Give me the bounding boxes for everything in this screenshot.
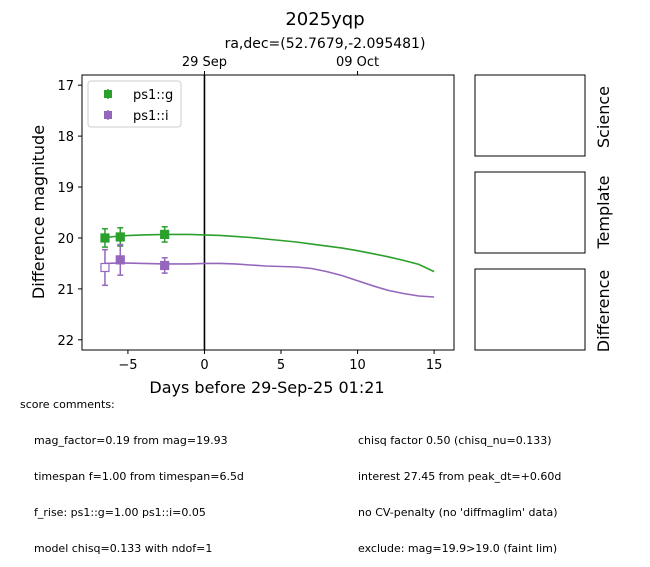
data-point xyxy=(115,232,125,242)
chart-title: 2025yqp xyxy=(285,9,364,30)
legend-marker xyxy=(104,90,112,98)
data-point xyxy=(100,233,110,243)
data-points xyxy=(100,226,170,287)
score-comment-line: interest 27.45 from peak_dt=+0.60d xyxy=(358,470,562,483)
top-date-axis: 29 Sep 09 Oct xyxy=(182,55,379,75)
data-point xyxy=(115,255,125,265)
score-comment-line: model chisq=0.133 with ndof=1 xyxy=(34,542,213,555)
x-tick-label: 5 xyxy=(277,358,285,373)
chart-subtitle: ra,dec=(52.7679,-2.095481) xyxy=(225,36,426,52)
y-tick-label: 19 xyxy=(57,181,74,196)
score-comments-left: mag_factor=0.19 from mag=19.93 timespan … xyxy=(34,411,244,567)
template-panel xyxy=(474,171,586,254)
legend-label: ps1::i xyxy=(133,109,169,124)
score-comment-line: timespan f=1.00 from timespan=6.5d xyxy=(34,470,244,483)
top-tick-label: 09 Oct xyxy=(336,55,379,70)
data-point xyxy=(160,229,170,239)
y-tick-label: 20 xyxy=(57,232,74,247)
top-tick-label: 29 Sep xyxy=(182,55,227,70)
plot-frame xyxy=(81,74,455,351)
model-curve xyxy=(104,233,435,273)
x-tick-label: −5 xyxy=(118,358,137,373)
score-comment-line: exclude: mag=19.9>19.0 (faint lim) xyxy=(358,542,558,555)
science-panel xyxy=(474,74,586,157)
model-curves xyxy=(104,233,435,298)
data-point xyxy=(160,260,170,271)
score-comments-heading: score comments: xyxy=(20,398,115,411)
x-axis-label: Days before 29-Sep-25 01:21 xyxy=(149,378,384,397)
x-axis: −5 0 5 10 15 xyxy=(118,350,442,373)
score-comment-line: no CV-penalty (no 'diffmaglim' data) xyxy=(358,506,558,519)
x-tick-label: 0 xyxy=(200,358,208,373)
score-comment-line: chisq factor 0.50 (chisq_nu=0.133) xyxy=(358,434,552,447)
model-curve xyxy=(104,262,435,298)
y-tick-label: 17 xyxy=(57,79,74,94)
y-axis-label: Difference magnitude xyxy=(29,125,48,299)
score-comment-line: mag_factor=0.19 from mag=19.93 xyxy=(34,434,228,447)
template-panel-label: Template xyxy=(594,175,613,249)
y-tick-label: 21 xyxy=(57,283,74,298)
plot-area: −5 0 5 10 15 29 Sep 09 Oct 17 18 19 20 21 22 xyxy=(57,55,455,373)
x-tick-label: 10 xyxy=(349,358,366,373)
score-comments-right: chisq factor 0.50 (chisq_nu=0.133) inter… xyxy=(358,411,561,567)
difference-panel-label: Difference xyxy=(594,270,613,352)
y-axis: 17 18 19 20 21 22 xyxy=(57,79,82,349)
score-comment-line: f_rise: ps1::g=1.00 ps1::i=0.05 xyxy=(34,506,206,519)
figure: 2025yqp ra,dec=(52.7679,-2.095481) −5 0 5 1… xyxy=(29,9,613,397)
science-panel-label: Science xyxy=(594,86,613,148)
legend-marker xyxy=(104,111,112,119)
y-tick-label: 22 xyxy=(57,334,74,349)
difference-panel xyxy=(474,268,586,351)
legend-label: ps1::g xyxy=(133,88,173,103)
x-tick-label: 15 xyxy=(426,358,443,373)
y-tick-label: 18 xyxy=(57,130,74,145)
image-panels: Science Template Difference xyxy=(474,74,613,352)
data-point xyxy=(100,262,110,273)
